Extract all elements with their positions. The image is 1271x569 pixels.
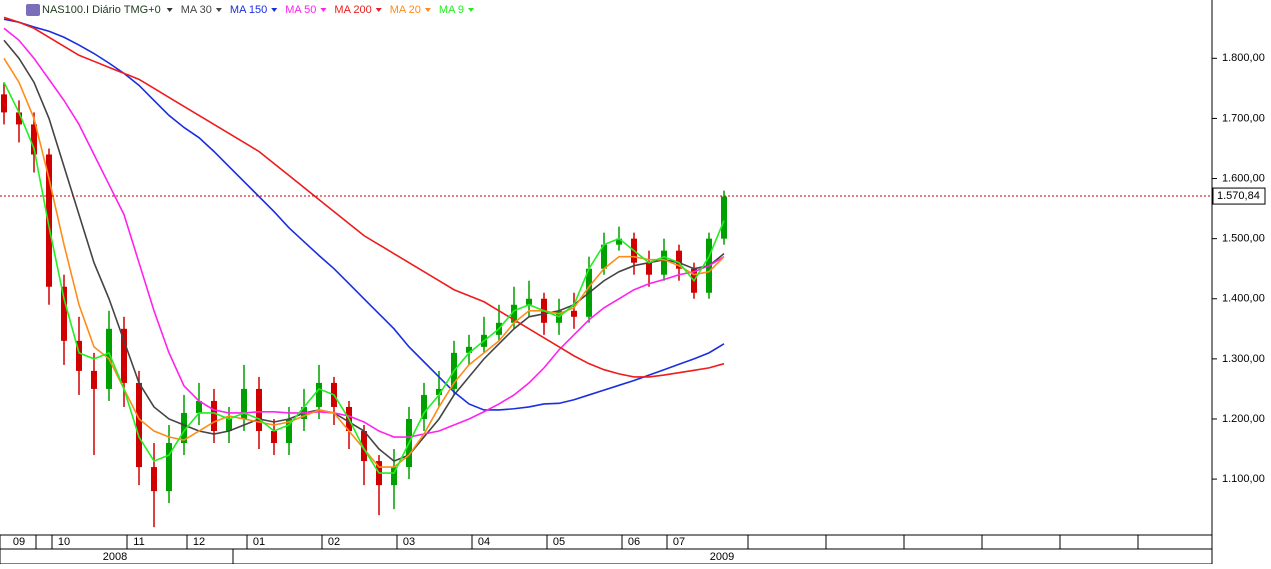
x-tick-label: 07 xyxy=(673,536,685,548)
candle-body xyxy=(286,418,292,444)
x-tick-label: 12 xyxy=(193,536,205,548)
legend-label[interactable]: MA 30 xyxy=(181,4,212,16)
candle-body xyxy=(61,286,67,341)
candle-body xyxy=(466,346,472,353)
candle-body xyxy=(616,238,622,245)
x-tick-label: 02 xyxy=(328,536,340,548)
y-tick-label: 1.400,00 xyxy=(1222,293,1265,305)
last-price-box xyxy=(1212,187,1266,205)
candle-body xyxy=(526,298,532,305)
candle-body xyxy=(31,124,37,155)
candle-body xyxy=(721,196,727,239)
y-tick-label: 1.600,00 xyxy=(1222,172,1265,184)
candle-body xyxy=(256,388,262,432)
candle-body xyxy=(361,431,367,462)
year-label: 2008 xyxy=(103,551,127,563)
dropdown-arrow xyxy=(215,8,222,12)
plot-area xyxy=(1,16,727,528)
dropdown-arrow xyxy=(424,8,431,12)
candle-body xyxy=(571,310,577,317)
candle-body xyxy=(511,304,517,323)
x-tick-label: 11 xyxy=(133,536,144,548)
candle-body xyxy=(196,400,202,413)
legend-label[interactable]: MA 20 xyxy=(390,4,421,16)
legend-label[interactable]: MA 50 xyxy=(285,4,316,16)
dropdown-arrow xyxy=(271,8,278,12)
x-tick-label: 06 xyxy=(628,536,640,548)
y-tick-label: 1.700,00 xyxy=(1222,112,1265,124)
ma-line xyxy=(3,81,725,474)
legend-label[interactable]: MA 200 xyxy=(334,4,371,16)
candle-body xyxy=(91,370,97,389)
x-tick-label: 10 xyxy=(58,536,70,548)
dropdown-arrow xyxy=(166,8,173,12)
candle-body xyxy=(391,467,397,486)
year-label: 2009 xyxy=(710,551,734,563)
candle-body xyxy=(601,244,607,269)
candle-body xyxy=(436,388,442,395)
candle-body xyxy=(166,443,172,492)
last-price-label: 1.570,84 xyxy=(1217,190,1260,202)
candle-body xyxy=(316,382,322,407)
candle-body xyxy=(211,400,217,432)
y-tick-label: 1.100,00 xyxy=(1222,473,1265,485)
dropdown-arrow xyxy=(320,8,327,12)
candle-body xyxy=(661,250,667,275)
candle-body xyxy=(271,431,277,444)
candle-body xyxy=(151,467,157,492)
dropdown-arrow xyxy=(467,8,474,12)
candle-body xyxy=(1,94,7,113)
candle-body xyxy=(676,250,682,269)
candle-body xyxy=(76,340,82,371)
candle-body xyxy=(646,262,652,275)
x-tick-label: 05 xyxy=(553,536,565,548)
ma-line xyxy=(3,39,725,462)
x-tick-label: 01 xyxy=(253,536,265,548)
symbol-icon xyxy=(26,4,40,16)
candle-body xyxy=(241,388,247,419)
ma-line xyxy=(3,16,725,378)
candle-body xyxy=(16,112,22,125)
legend: NAS100.I Diário TMG+0 MA 30 MA 150 MA 50 MA… xyxy=(26,4,474,16)
legend-label[interactable]: MA 150 xyxy=(230,4,267,16)
candle-body xyxy=(421,394,427,419)
y-tick-label: 1.200,00 xyxy=(1222,413,1265,425)
candle-body xyxy=(181,412,187,444)
candle-body xyxy=(136,382,142,468)
x-tick-label: 04 xyxy=(478,536,490,548)
ma-line xyxy=(3,27,725,438)
legend-label[interactable]: MA 9 xyxy=(439,4,464,16)
candle-body xyxy=(226,418,232,432)
y-tick-label: 1.300,00 xyxy=(1222,353,1265,365)
candle-body xyxy=(46,154,52,287)
x-tick-label: 03 xyxy=(403,536,415,548)
x-tick-label: 09 xyxy=(13,536,25,548)
candle-body xyxy=(121,328,127,383)
chart-title[interactable]: NAS100.I Diário TMG+0 xyxy=(42,4,161,16)
dropdown-arrow xyxy=(375,8,382,12)
y-tick-label: 1.500,00 xyxy=(1222,233,1265,245)
y-tick-label: 1.800,00 xyxy=(1222,52,1265,64)
